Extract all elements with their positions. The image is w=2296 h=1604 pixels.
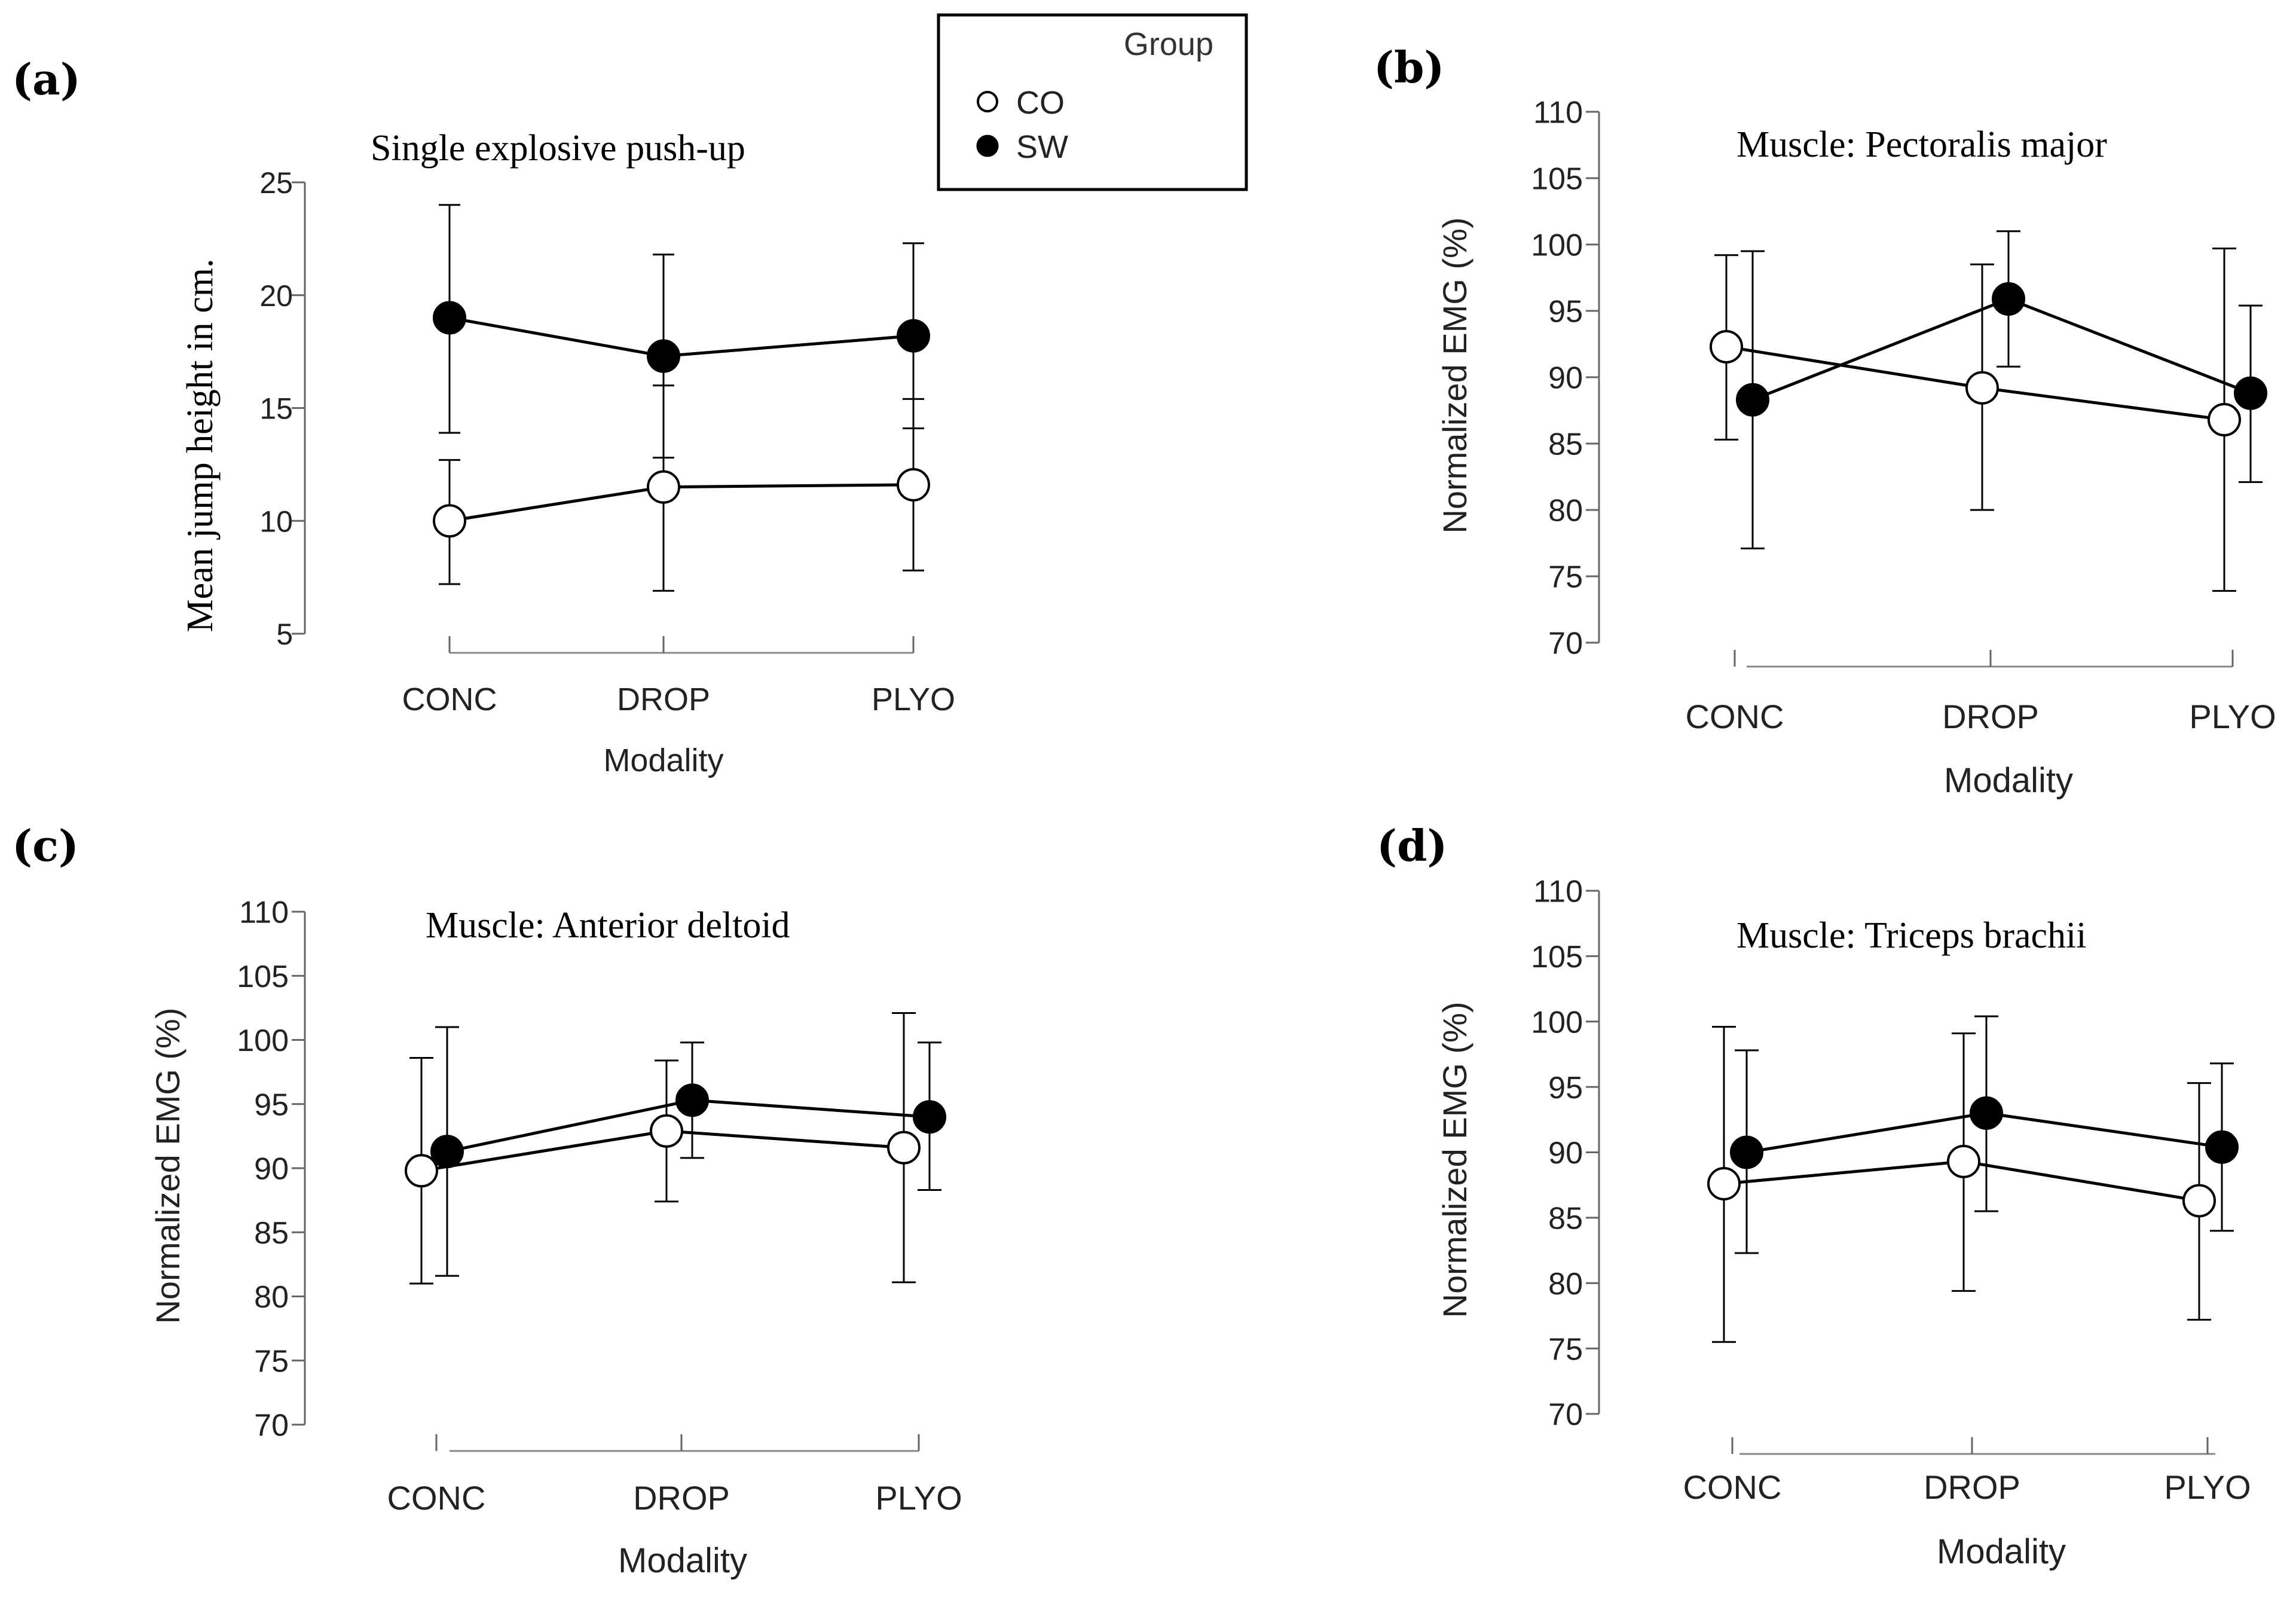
- data-point-co: [647, 470, 680, 504]
- y-tick-label: 90: [1548, 361, 1583, 396]
- y-tick-label: 75: [254, 1344, 289, 1379]
- panel-a-label: (a): [12, 54, 81, 105]
- y-tick-label: 95: [254, 1087, 289, 1122]
- y-tick-label: 110: [239, 896, 289, 930]
- panel-c-ylabel: Normalized EMG (%): [149, 1008, 187, 1324]
- data-point-sw: [647, 339, 680, 373]
- x-tick-label: PLYO: [872, 682, 955, 717]
- y-tick-label: 70: [254, 1409, 289, 1443]
- data-point-sw: [1992, 282, 2025, 316]
- legend-title: Group: [1124, 26, 1213, 62]
- panel-b-xlabel: Modality: [1944, 761, 2073, 800]
- x-tick-label: CONC: [1686, 698, 1784, 735]
- y-tick-label: 70: [1548, 1398, 1583, 1432]
- data-point-sw: [1730, 1135, 1763, 1169]
- panel-b-title: Muscle: Pectoralis major: [1736, 124, 2107, 165]
- data-point-co: [897, 468, 930, 502]
- panel-b-label: (b): [1374, 42, 1444, 93]
- data-point-co: [405, 1154, 438, 1188]
- x-tick-label: CONC: [1683, 1468, 1782, 1506]
- data-point-sw: [430, 1135, 464, 1169]
- x-tick-label: DROP: [617, 682, 710, 717]
- panel-b-ylabel: Normalized EMG (%): [1436, 218, 1473, 534]
- series-line-co: [449, 483, 914, 523]
- panel-d-ylabel: Normalized EMG (%): [1436, 1002, 1473, 1318]
- legend: Group CO SW: [937, 13, 1248, 191]
- x-tick-label: DROP: [1942, 698, 2039, 735]
- data-point-co: [2208, 403, 2241, 437]
- data-point-co: [433, 504, 466, 538]
- y-tick-label: 90: [254, 1152, 289, 1187]
- y-tick-label: 85: [254, 1216, 289, 1251]
- y-tick-label: 10: [259, 505, 293, 538]
- data-point-sw: [2234, 376, 2267, 410]
- y-tick-label: 5: [276, 618, 293, 651]
- y-tick-label: 85: [1548, 427, 1583, 462]
- y-tick-label: 100: [1531, 228, 1583, 263]
- panel-c-title: Muscle: Anterior deltoid: [426, 905, 790, 946]
- data-point-sw: [675, 1083, 709, 1117]
- y-tick-label: 105: [1531, 162, 1583, 197]
- y-tick-label: 100: [1531, 1005, 1583, 1040]
- x-tick-label: PLYO: [2164, 1468, 2251, 1506]
- x-tick-label: PLYO: [875, 1479, 962, 1517]
- y-tick-label: 70: [1548, 627, 1583, 661]
- y-tick-label: 105: [237, 960, 289, 994]
- y-tick-label: 90: [1548, 1136, 1583, 1171]
- legend-label-co: CO: [1016, 85, 1065, 121]
- data-point-sw: [897, 319, 930, 353]
- legend-label-sw: SW: [1016, 129, 1068, 165]
- y-tick-label: 80: [1548, 494, 1583, 528]
- y-tick-label: 95: [1548, 1071, 1583, 1105]
- x-tick-label: PLYO: [2189, 698, 2276, 735]
- y-tick-label: 15: [259, 392, 293, 426]
- y-tick-label: 25: [259, 166, 293, 200]
- y-tick-label: 95: [1548, 295, 1583, 329]
- panel-a-title: Single explosive push-up: [371, 128, 745, 169]
- data-point-co: [887, 1131, 921, 1165]
- y-tick-label: 110: [1533, 96, 1583, 130]
- panel-a: (a) Single explosive push-up Mean jump h…: [12, 54, 955, 778]
- panel-d-title: Muscle: Triceps brachii: [1736, 915, 2087, 956]
- x-tick-label: DROP: [1924, 1468, 2020, 1506]
- x-tick-label: CONC: [387, 1479, 486, 1517]
- panel-b: (b) Muscle: Pectoralis major Normalized …: [1374, 42, 2276, 800]
- panel-a-xlabel: Modality: [603, 743, 723, 778]
- y-tick-label: 110: [1533, 875, 1583, 909]
- y-tick-label: 75: [1548, 1332, 1583, 1367]
- legend-marker-sw: [976, 135, 999, 157]
- data-point-co: [1947, 1144, 1980, 1178]
- data-point-sw: [1736, 383, 1769, 417]
- panel-c: (c) Muscle: Anterior deltoid Normalized …: [12, 820, 962, 1580]
- data-point-sw: [2205, 1130, 2239, 1164]
- data-point-sw: [1970, 1096, 2003, 1130]
- data-point-co: [1710, 329, 1743, 363]
- y-tick-label: 75: [1548, 560, 1583, 595]
- y-tick-label: 80: [254, 1280, 289, 1315]
- x-tick-label: DROP: [633, 1479, 730, 1517]
- y-tick-label: 20: [259, 279, 293, 313]
- panel-a-ylabel: Mean jump height in cm.: [180, 258, 221, 632]
- data-point-co: [650, 1114, 683, 1148]
- y-tick-label: 80: [1548, 1267, 1583, 1301]
- panel-c-label: (c): [12, 820, 79, 871]
- y-tick-label: 85: [1548, 1202, 1583, 1236]
- panel-d-label: (d): [1377, 820, 1447, 871]
- data-point-sw: [433, 301, 466, 335]
- data-point-co: [2182, 1184, 2216, 1218]
- legend-marker-co: [977, 91, 998, 112]
- data-point-co: [1965, 371, 1999, 405]
- panel-d: (d) Muscle: Triceps brachii Normalized E…: [1377, 820, 2251, 1571]
- panel-c-xlabel: Modality: [618, 1541, 747, 1580]
- y-tick-label: 100: [237, 1023, 289, 1058]
- data-point-sw: [913, 1100, 946, 1134]
- y-tick-label: 105: [1531, 940, 1583, 974]
- data-point-co: [1707, 1167, 1741, 1200]
- panel-d-xlabel: Modality: [1937, 1532, 2066, 1571]
- series-line-sw: [449, 316, 914, 358]
- x-tick-label: CONC: [402, 682, 497, 717]
